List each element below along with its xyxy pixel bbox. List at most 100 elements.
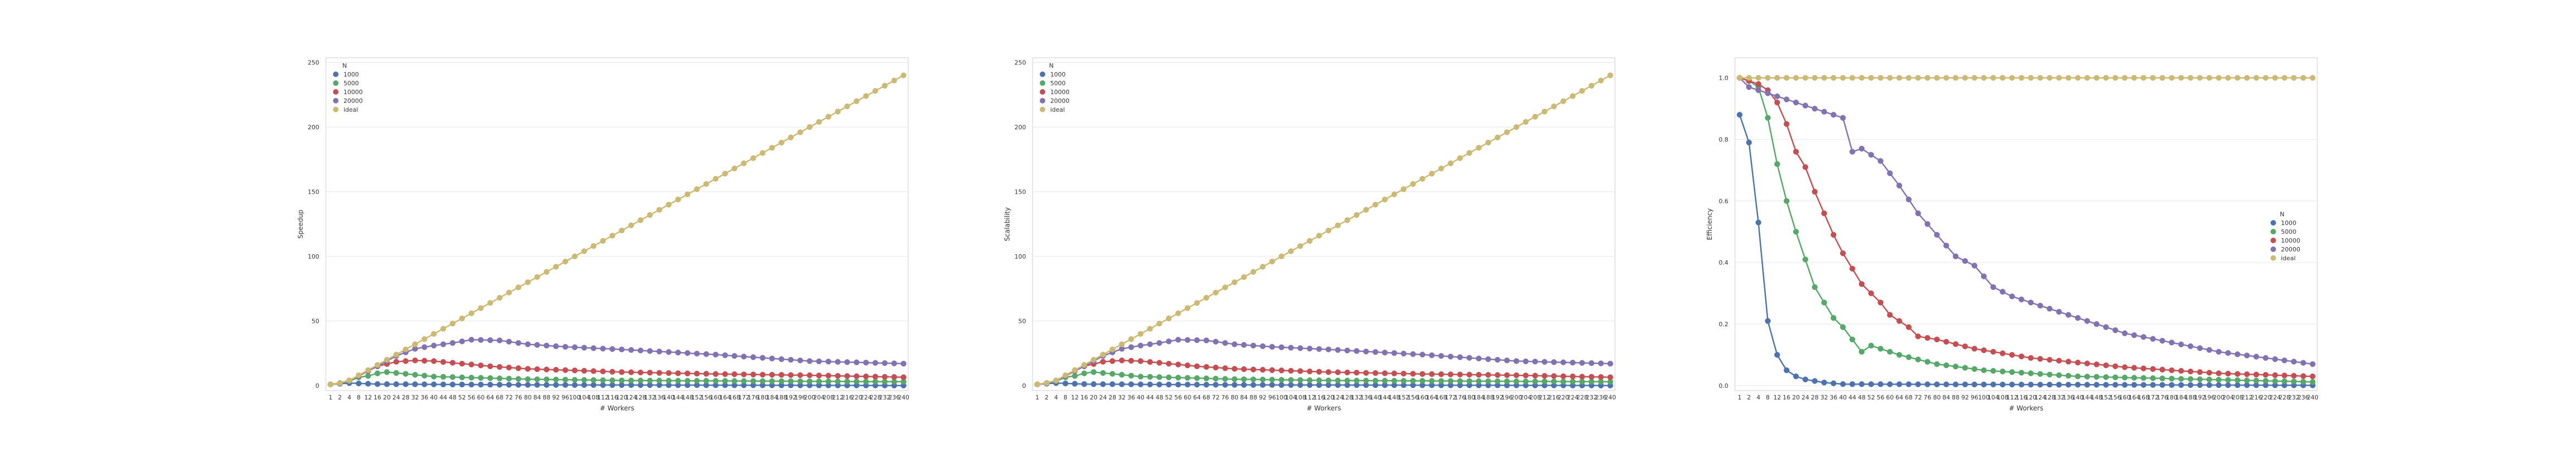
series-point-1000 <box>1100 381 1106 387</box>
series-point-1000 <box>534 382 541 388</box>
series-point-20000 <box>553 343 559 349</box>
series-point-ideal <box>543 268 550 275</box>
series-point-10000 <box>1811 189 1818 195</box>
x-tick-label: 160 <box>710 394 722 401</box>
x-tick-label: 240 <box>1604 394 1616 401</box>
series-point-5000 <box>393 370 400 376</box>
series-point-1000 <box>1811 378 1818 384</box>
series-point-ideal <box>337 380 343 386</box>
series-point-20000 <box>647 348 653 354</box>
series-point-20000 <box>1391 350 1398 356</box>
x-tick-label: 76 <box>515 394 522 401</box>
series-point-ideal <box>1934 75 1940 81</box>
series-point-5000 <box>863 379 869 385</box>
x-tick-label: 8 <box>357 394 361 401</box>
series-point-5000 <box>553 376 559 383</box>
x-tick-label: 216 <box>2251 394 2262 401</box>
x-tick-label: 8 <box>1766 394 1770 401</box>
x-tick-label: 140 <box>1369 394 1381 401</box>
legend-label-20000: 20000 <box>1050 97 1069 105</box>
series-point-10000 <box>2169 367 2175 374</box>
series-point-ideal <box>1532 113 1538 120</box>
series-point-ideal <box>741 160 747 167</box>
series-point-ideal <box>1849 75 1855 81</box>
series-point-ideal <box>1194 300 1200 306</box>
series-point-20000 <box>421 344 428 350</box>
series-point-20000 <box>1354 348 1360 354</box>
series-point-ideal <box>421 336 428 342</box>
series-point-5000 <box>1325 377 1331 383</box>
plot-area <box>325 57 909 391</box>
series-point-20000 <box>562 344 569 350</box>
series-point-20000 <box>1485 356 1491 363</box>
series-point-5000 <box>459 374 465 381</box>
series-point-10000 <box>2141 365 2147 371</box>
series-point-10000 <box>1269 367 1275 373</box>
x-tick-label: 60 <box>477 394 485 401</box>
series-point-20000 <box>581 344 587 351</box>
x-tick-label: 92 <box>1259 394 1267 401</box>
series-point-1000 <box>1906 381 1912 387</box>
series-point-5000 <box>816 378 822 385</box>
series-point-20000 <box>806 358 813 364</box>
series-point-20000 <box>1166 338 1172 344</box>
x-axis-label: # Workers <box>2009 404 2043 412</box>
series-point-1000 <box>2225 382 2231 388</box>
series-point-1000 <box>1990 381 1996 388</box>
x-tick-label: 44 <box>439 394 447 401</box>
series-point-5000 <box>412 371 418 378</box>
series-point-10000 <box>722 371 728 377</box>
x-tick-label: 12 <box>1773 394 1781 401</box>
series-point-5000 <box>2253 377 2260 384</box>
series-point-ideal <box>778 139 784 146</box>
series-point-10000 <box>2253 371 2260 378</box>
series-point-10000 <box>1344 369 1350 376</box>
series-point-5000 <box>732 378 738 384</box>
x-tick-label: 40 <box>1839 394 1847 401</box>
y-axis-label: Speedup <box>297 210 304 239</box>
series-point-5000 <box>1466 378 1472 384</box>
series-point-5000 <box>1438 378 1444 384</box>
series-point-10000 <box>741 371 747 377</box>
series-point-5000 <box>1765 114 1771 121</box>
x-tick-label: 88 <box>1952 394 1960 401</box>
x-tick-label: 68 <box>1905 394 1913 401</box>
series-point-ideal <box>1746 75 1752 81</box>
plot-area <box>1734 57 2318 391</box>
series-point-ideal <box>1222 284 1229 290</box>
series-point-1000 <box>2009 381 2015 388</box>
series-point-ideal <box>609 233 615 239</box>
series-point-ideal <box>1382 196 1388 202</box>
series-point-10000 <box>515 365 522 371</box>
x-tick-label: 96 <box>1268 394 1276 401</box>
x-tick-label: 228 <box>1576 394 1588 401</box>
series-point-1000 <box>506 382 512 388</box>
series-point-1000 <box>356 380 362 387</box>
series-point-20000 <box>1231 341 1238 347</box>
series-point-5000 <box>1316 377 1322 383</box>
series-point-10000 <box>1476 371 1482 378</box>
series-point-5000 <box>2112 374 2119 381</box>
x-tick-label: 24 <box>1802 394 1809 401</box>
series-point-10000 <box>619 369 625 375</box>
series-point-10000 <box>1128 358 1134 364</box>
x-tick-label: 16 <box>1080 394 1088 401</box>
series-point-10000 <box>440 359 446 365</box>
series-point-ideal <box>684 191 691 198</box>
x-tick-label: 164 <box>719 394 731 401</box>
series-point-5000 <box>2300 379 2306 385</box>
series-point-5000 <box>1241 376 1247 382</box>
series-point-5000 <box>1793 228 1799 235</box>
series-point-20000 <box>1137 342 1144 349</box>
series-point-1000 <box>1878 381 1884 387</box>
series-point-10000 <box>1943 338 1950 345</box>
series-point-10000 <box>863 373 869 380</box>
series-point-10000 <box>1849 266 1855 272</box>
series-point-5000 <box>1589 379 1595 385</box>
series-point-10000 <box>2272 372 2278 379</box>
series-point-ideal <box>506 289 512 296</box>
series-point-ideal <box>2131 75 2137 81</box>
series-point-1000 <box>2187 382 2193 388</box>
